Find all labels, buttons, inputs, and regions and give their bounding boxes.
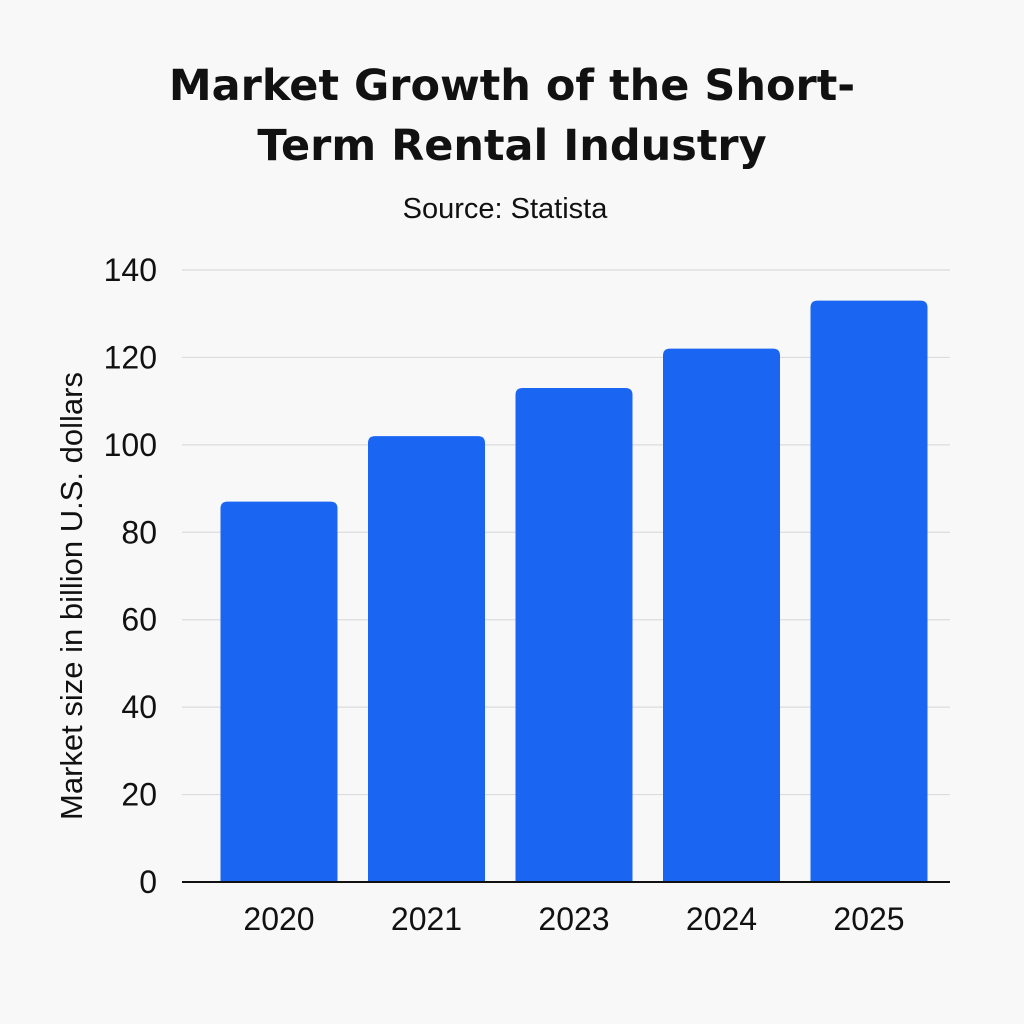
x-tick-label: 2025 [833,901,904,937]
y-tick-label: 20 [121,777,157,813]
y-tick-label: 60 [121,602,157,638]
x-tick-label: 2024 [686,901,757,937]
y-tick-label: 40 [121,689,157,725]
bar-2025 [810,300,928,883]
x-tick-label: 2023 [538,901,609,937]
y-tick-label: 0 [139,864,157,900]
y-tick-label: 80 [121,514,157,550]
x-tick-label: 2021 [391,901,462,937]
y-tick-label: 140 [104,252,157,288]
x-axis-ticks: 2020 2021 2023 2024 2025 [243,901,904,937]
chart-subtitle: Source: Statista [402,193,608,225]
bar-2023 [515,388,633,882]
y-axis-ticks: 0 20 40 60 80 100 120 140 [104,252,157,900]
x-tick-label: 2020 [243,901,314,937]
chart-title: Market Growth of the Short- Term Rental … [0,56,1024,176]
y-tick-label: 100 [104,427,157,463]
bar-2024 [663,348,780,883]
chart-title-line-1: Market Growth of the Short- [168,61,856,111]
bar-2021 [368,436,485,882]
y-tick-label: 120 [104,339,157,375]
chart-title-line-2: Term Rental Industry [257,121,767,171]
y-axis-label: Market size in billion U.S. dollars [54,372,89,820]
bar-2020 [220,501,338,882]
bars [220,300,928,883]
